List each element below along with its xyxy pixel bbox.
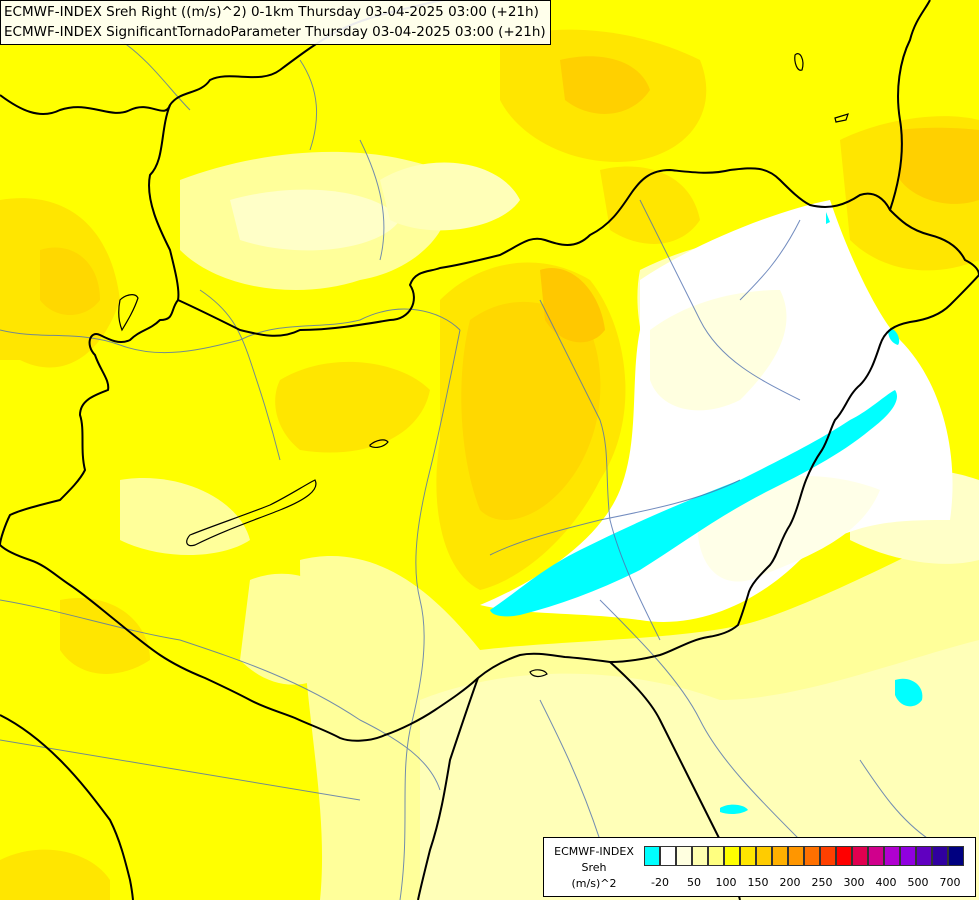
legend-swatch (932, 846, 948, 866)
legend-tick-label: 50 (687, 876, 701, 889)
legend-tick-label: 200 (779, 876, 801, 889)
legend-swatch (772, 846, 788, 866)
legend-tick-label: 100 (715, 876, 737, 889)
title-line-1: ECMWF-INDEX Sreh Right ((m/s)^2) 0-1km T… (4, 4, 539, 20)
legend-swatch (692, 846, 708, 866)
legend-tick-label: 400 (875, 876, 897, 889)
title-line-2: ECMWF-INDEX SignificantTornadoParameter … (4, 24, 546, 40)
chart-title-box: ECMWF-INDEX Sreh Right ((m/s)^2) 0-1km T… (0, 0, 551, 45)
legend-swatch (724, 846, 740, 866)
legend-swatch (884, 846, 900, 866)
legend-unit: (m/s)^2 (571, 877, 617, 890)
legend-swatch (868, 846, 884, 866)
legend-tick-label: 500 (907, 876, 929, 889)
legend-swatch (756, 846, 772, 866)
legend-swatch (740, 846, 756, 866)
legend-swatch (820, 846, 836, 866)
river-lines (0, 39, 931, 900)
color-legend: ECMWF-INDEX Sreh (m/s)^2 -20 50 100 150 200 2… (543, 837, 976, 897)
legend-tick-label: -20 (651, 876, 669, 889)
sreh-lighter-southeast (420, 640, 979, 900)
legend-variable: Sreh (581, 861, 607, 874)
sreh-negative-band (490, 390, 898, 617)
legend-swatch (852, 846, 868, 866)
legend-swatch (916, 846, 932, 866)
legend-tick-label: 150 (747, 876, 769, 889)
legend-swatch (900, 846, 916, 866)
legend-swatch (708, 846, 724, 866)
legend-title: ECMWF-INDEX (554, 845, 634, 858)
legend-swatch (804, 846, 820, 866)
legend-tick-label: 300 (843, 876, 865, 889)
legend-tick-label: 700 (939, 876, 961, 889)
legend-swatch (644, 846, 660, 866)
legend-tick-label: 250 (811, 876, 833, 889)
legend-swatch (660, 846, 676, 866)
legend-swatch (836, 846, 852, 866)
legend-swatch (948, 846, 964, 866)
legend-swatch (676, 846, 692, 866)
legend-swatch (788, 846, 804, 866)
